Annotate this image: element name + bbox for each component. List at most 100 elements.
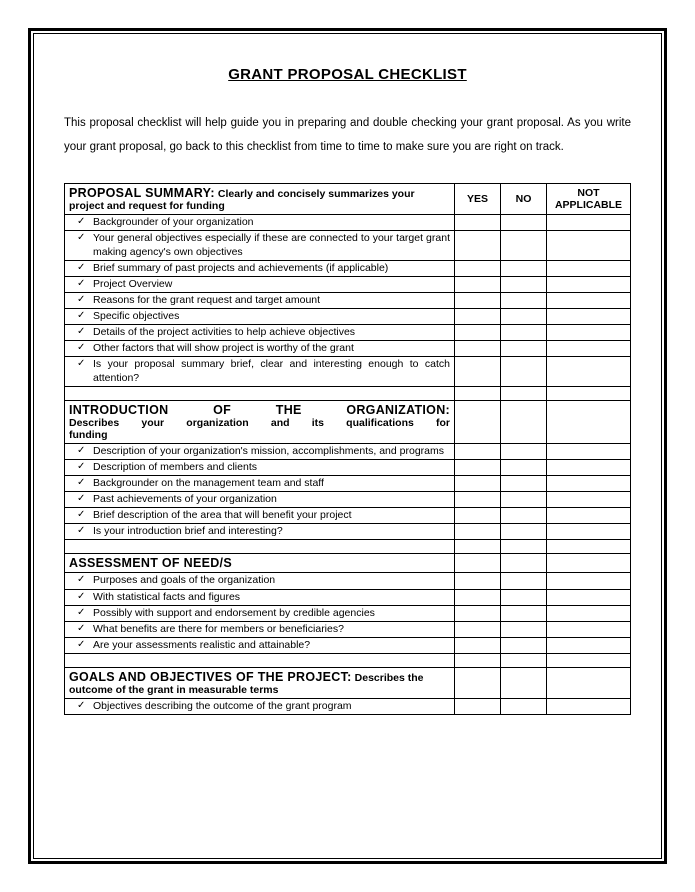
no-cell[interactable] bbox=[501, 260, 547, 276]
no-cell[interactable] bbox=[501, 231, 547, 260]
na-cell[interactable] bbox=[547, 325, 631, 341]
section-title: PROPOSAL SUMMARY: bbox=[69, 186, 215, 200]
checkmark-icon: ✓ bbox=[77, 445, 85, 458]
yes-cell[interactable] bbox=[455, 260, 501, 276]
no-cell[interactable] bbox=[501, 699, 547, 715]
yes-cell[interactable] bbox=[455, 621, 501, 637]
na-cell[interactable] bbox=[547, 443, 631, 459]
no-cell[interactable] bbox=[501, 276, 547, 292]
no-cell[interactable] bbox=[501, 508, 547, 524]
checklist-item-text: Brief summary of past projects and achie… bbox=[93, 262, 388, 274]
no-cell[interactable] bbox=[501, 215, 547, 231]
checklist-item-text: Description of members and clients bbox=[93, 461, 257, 473]
no-cell[interactable] bbox=[501, 292, 547, 308]
yes-cell[interactable] bbox=[455, 341, 501, 357]
spacer-cell bbox=[547, 540, 631, 554]
section-header-cell: ASSESSMENT OF NEED/S bbox=[65, 554, 455, 573]
na-cell[interactable] bbox=[547, 492, 631, 508]
checkmark-icon: ✓ bbox=[77, 342, 85, 355]
na-cell[interactable] bbox=[547, 309, 631, 325]
checklist-item-text: Possibly with support and endorsement by… bbox=[93, 607, 375, 619]
empty-cell bbox=[501, 400, 547, 443]
yes-cell[interactable] bbox=[455, 215, 501, 231]
no-cell[interactable] bbox=[501, 309, 547, 325]
yes-cell[interactable] bbox=[455, 309, 501, 325]
no-cell[interactable] bbox=[501, 573, 547, 589]
checkmark-icon: ✓ bbox=[77, 591, 85, 604]
yes-cell[interactable] bbox=[455, 492, 501, 508]
checklist-item-text: Objectives describing the outcome of the… bbox=[93, 700, 352, 712]
yes-cell[interactable] bbox=[455, 292, 501, 308]
na-cell[interactable] bbox=[547, 276, 631, 292]
checklist-item-text: Reasons for the grant request and target… bbox=[93, 294, 320, 306]
yes-cell[interactable] bbox=[455, 508, 501, 524]
col-header-na: NOT APPLICABLE bbox=[547, 184, 631, 215]
yes-cell[interactable] bbox=[455, 524, 501, 540]
na-cell[interactable] bbox=[547, 605, 631, 621]
spacer-cell bbox=[455, 540, 501, 554]
yes-cell[interactable] bbox=[455, 699, 501, 715]
no-cell[interactable] bbox=[501, 443, 547, 459]
na-cell[interactable] bbox=[547, 475, 631, 491]
yes-cell[interactable] bbox=[455, 276, 501, 292]
no-cell[interactable] bbox=[501, 589, 547, 605]
no-cell[interactable] bbox=[501, 341, 547, 357]
no-cell[interactable] bbox=[501, 621, 547, 637]
yes-cell[interactable] bbox=[455, 459, 501, 475]
section-header-row: PROPOSAL SUMMARY: Clearly and concisely … bbox=[65, 184, 631, 215]
checklist-item-cell: ✓Brief summary of past projects and achi… bbox=[65, 260, 455, 276]
no-cell[interactable] bbox=[501, 637, 547, 653]
na-cell[interactable] bbox=[547, 699, 631, 715]
no-cell[interactable] bbox=[501, 325, 547, 341]
checklist-item-text: Project Overview bbox=[93, 278, 172, 290]
checkmark-icon: ✓ bbox=[77, 461, 85, 474]
yes-cell[interactable] bbox=[455, 231, 501, 260]
checklist-item-row: ✓Backgrounder of your organization bbox=[65, 215, 631, 231]
na-cell[interactable] bbox=[547, 459, 631, 475]
na-cell[interactable] bbox=[547, 621, 631, 637]
yes-cell[interactable] bbox=[455, 357, 501, 386]
yes-cell[interactable] bbox=[455, 605, 501, 621]
spacer-cell bbox=[547, 386, 631, 400]
page-inner-border: GRANT PROPOSAL CHECKLIST This proposal c… bbox=[33, 33, 662, 859]
na-cell[interactable] bbox=[547, 589, 631, 605]
checklist-item-cell: ✓Your general objectives especially if t… bbox=[65, 231, 455, 260]
checklist-item-cell: ✓Possibly with support and endorsement b… bbox=[65, 605, 455, 621]
yes-cell[interactable] bbox=[455, 443, 501, 459]
na-cell[interactable] bbox=[547, 260, 631, 276]
checklist-item-row: ✓Reasons for the grant request and targe… bbox=[65, 292, 631, 308]
checklist-item-row: ✓Are your assessments realistic and atta… bbox=[65, 637, 631, 653]
na-cell[interactable] bbox=[547, 508, 631, 524]
yes-cell[interactable] bbox=[455, 637, 501, 653]
checklist-item-text: Specific objectives bbox=[93, 310, 179, 322]
na-cell[interactable] bbox=[547, 215, 631, 231]
checklist-item-cell: ✓Objectives describing the outcome of th… bbox=[65, 699, 455, 715]
no-cell[interactable] bbox=[501, 357, 547, 386]
no-cell[interactable] bbox=[501, 492, 547, 508]
no-cell[interactable] bbox=[501, 459, 547, 475]
yes-cell[interactable] bbox=[455, 475, 501, 491]
empty-cell bbox=[547, 554, 631, 573]
na-cell[interactable] bbox=[547, 292, 631, 308]
checkmark-icon: ✓ bbox=[77, 310, 85, 323]
na-cell[interactable] bbox=[547, 524, 631, 540]
checklist-item-cell: ✓Other factors that will show project is… bbox=[65, 341, 455, 357]
checkmark-icon: ✓ bbox=[77, 639, 85, 652]
no-cell[interactable] bbox=[501, 605, 547, 621]
no-cell[interactable] bbox=[501, 475, 547, 491]
spacer-cell bbox=[65, 386, 455, 400]
checkmark-icon: ✓ bbox=[77, 493, 85, 506]
yes-cell[interactable] bbox=[455, 573, 501, 589]
checklist-item-cell: ✓Description of your organization's miss… bbox=[65, 443, 455, 459]
na-cell[interactable] bbox=[547, 341, 631, 357]
na-cell[interactable] bbox=[547, 231, 631, 260]
checklist-item-row: ✓Possibly with support and endorsement b… bbox=[65, 605, 631, 621]
na-cell[interactable] bbox=[547, 637, 631, 653]
yes-cell[interactable] bbox=[455, 589, 501, 605]
na-cell[interactable] bbox=[547, 357, 631, 386]
checklist-item-cell: ✓Past achievements of your organization bbox=[65, 492, 455, 508]
checklist-item-text: Purposes and goals of the organization bbox=[93, 574, 275, 586]
na-cell[interactable] bbox=[547, 573, 631, 589]
yes-cell[interactable] bbox=[455, 325, 501, 341]
no-cell[interactable] bbox=[501, 524, 547, 540]
